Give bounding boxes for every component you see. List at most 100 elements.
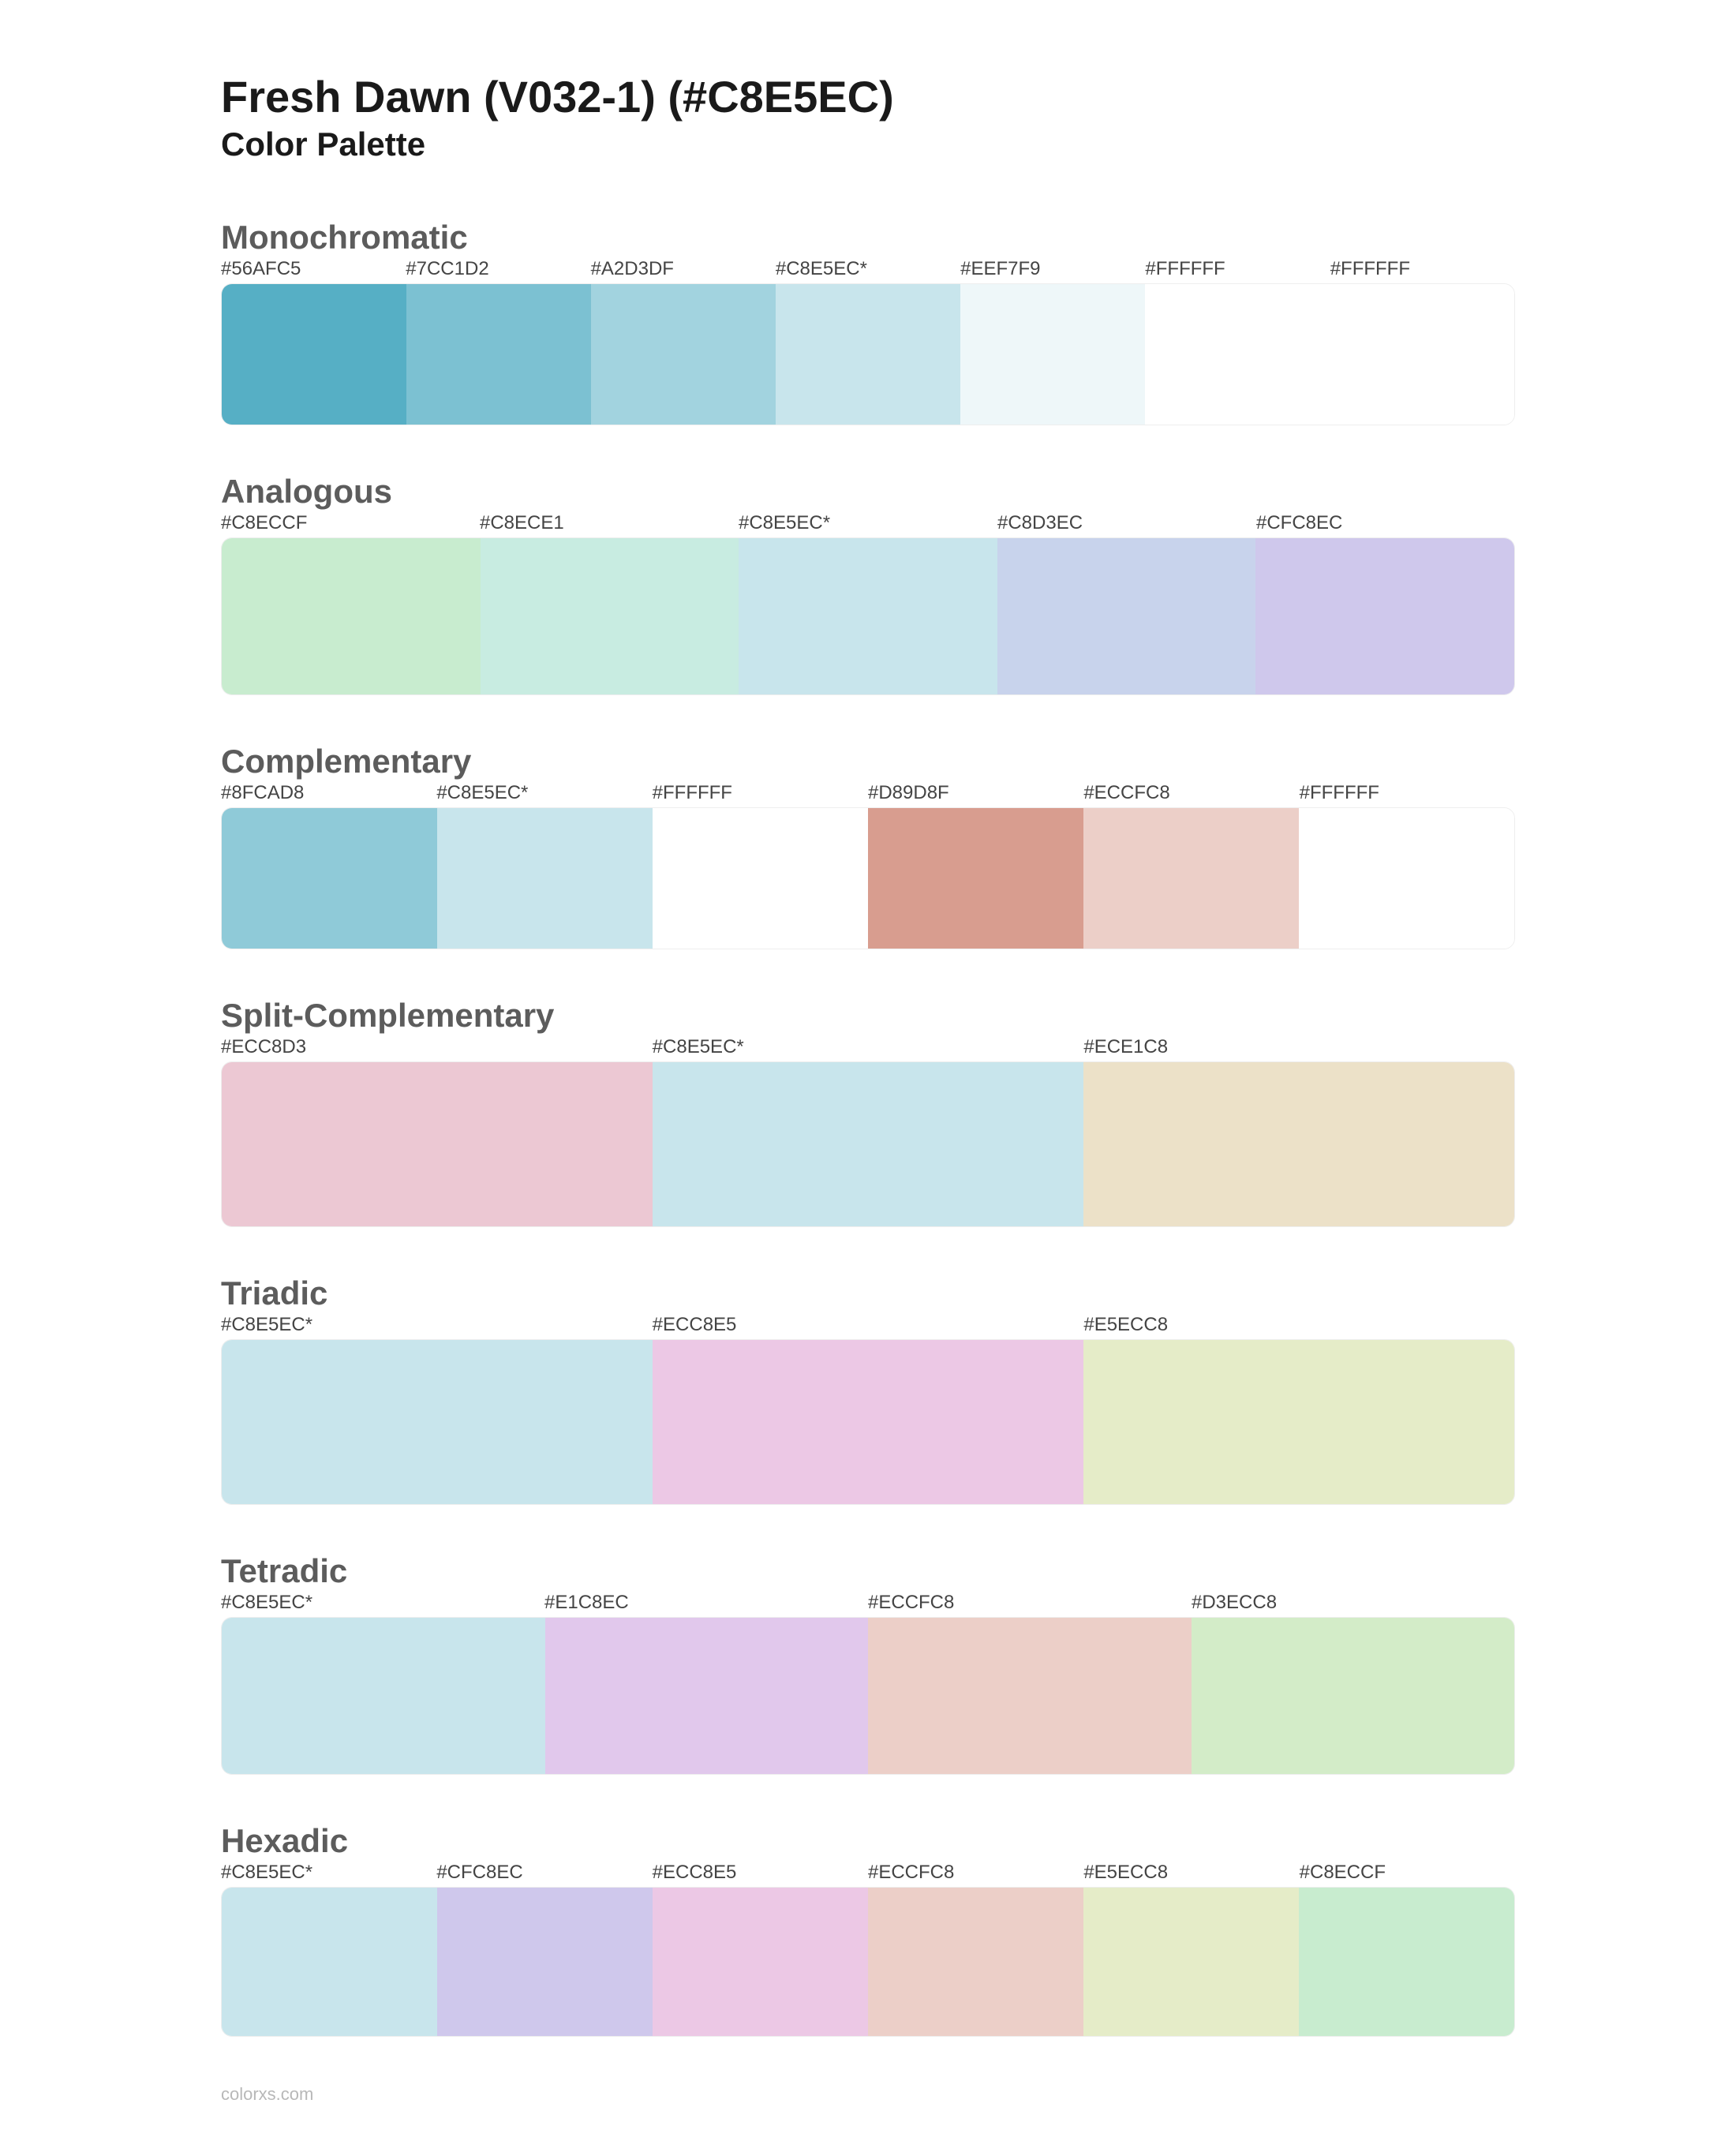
color-swatch: [437, 808, 653, 949]
section-title: Hexadic: [221, 1822, 1515, 1860]
swatch-row: [221, 1061, 1515, 1227]
swatch-label: #E1C8EC: [544, 1592, 868, 1614]
swatch-label: #C8ECCF: [1300, 1862, 1515, 1884]
color-swatch: [776, 284, 960, 425]
color-swatch: [222, 284, 406, 425]
color-swatch: [1299, 1888, 1514, 2036]
palette-section: Tetradic#C8E5EC*#E1C8EC#ECCFC8#D3ECC8: [221, 1552, 1515, 1775]
swatch-label: #E5ECC8: [1083, 1314, 1515, 1336]
color-swatch: [868, 808, 1083, 949]
swatch-label: #C8E5EC*: [739, 512, 997, 534]
swatch-row: [221, 1617, 1515, 1775]
labels-row: #8FCAD8#C8E5EC*#FFFFFF#D89D8F#ECCFC8#FFF…: [221, 782, 1515, 804]
color-swatch: [1083, 1888, 1299, 2036]
section-title: Analogous: [221, 473, 1515, 511]
color-swatch: [868, 1618, 1192, 1774]
color-swatch: [1083, 1340, 1514, 1504]
swatch-label: #CFC8EC: [436, 1862, 652, 1884]
color-swatch: [653, 1062, 1083, 1226]
section-title: Triadic: [221, 1274, 1515, 1312]
color-swatch: [437, 1888, 653, 2036]
color-swatch: [591, 284, 776, 425]
palette-section: Triadic#C8E5EC*#ECC8E5#E5ECC8: [221, 1274, 1515, 1505]
labels-row: #56AFC5#7CC1D2#A2D3DF#C8E5EC*#EEF7F9#FFF…: [221, 258, 1515, 280]
page-title: Fresh Dawn (V032-1) (#C8E5EC): [221, 71, 1515, 122]
swatch-label: #ECCFC8: [868, 1862, 1083, 1884]
color-swatch: [222, 1062, 653, 1226]
color-swatch: [481, 538, 739, 694]
swatch-row: [221, 1887, 1515, 2037]
color-swatch: [960, 284, 1145, 425]
section-title: Tetradic: [221, 1552, 1515, 1590]
color-swatch: [1083, 1062, 1514, 1226]
labels-row: #C8E5EC*#E1C8EC#ECCFC8#D3ECC8: [221, 1592, 1515, 1614]
color-swatch: [1255, 538, 1514, 694]
swatch-label: #E5ECC8: [1083, 1862, 1299, 1884]
swatch-label: #ECCFC8: [868, 1592, 1192, 1614]
page-root: Fresh Dawn (V032-1) (#C8E5EC) Color Pale…: [0, 0, 1736, 2152]
palette-section: Split-Complementary#ECC8D3#C8E5EC*#ECE1C…: [221, 997, 1515, 1227]
swatch-label: #C8E5EC*: [436, 782, 652, 804]
color-swatch: [545, 1618, 869, 1774]
swatch-label: #C8E5EC*: [221, 1314, 653, 1336]
swatch-label: #C8D3EC: [997, 512, 1256, 534]
swatch-label: #7CC1D2: [406, 258, 590, 280]
labels-row: #C8E5EC*#CFC8EC#ECC8E5#ECCFC8#E5ECC8#C8E…: [221, 1862, 1515, 1884]
swatch-row: [221, 283, 1515, 425]
color-swatch: [1083, 808, 1299, 949]
page-subtitle: Color Palette: [221, 125, 1515, 163]
swatch-label: #C8E5EC*: [221, 1592, 544, 1614]
color-swatch: [653, 1340, 1083, 1504]
swatch-label: #D89D8F: [868, 782, 1083, 804]
color-swatch: [222, 538, 481, 694]
swatch-label: #ECCFC8: [1083, 782, 1299, 804]
swatch-label: #EEF7F9: [960, 258, 1145, 280]
swatch-label: #56AFC5: [221, 258, 406, 280]
section-title: Complementary: [221, 743, 1515, 780]
palette-section: Monochromatic#56AFC5#7CC1D2#A2D3DF#C8E5E…: [221, 219, 1515, 425]
swatch-row: [221, 1339, 1515, 1505]
color-swatch: [1330, 284, 1514, 425]
swatch-label: #ECE1C8: [1083, 1036, 1515, 1058]
palette-section: Complementary#8FCAD8#C8E5EC*#FFFFFF#D89D…: [221, 743, 1515, 949]
sections-container: Monochromatic#56AFC5#7CC1D2#A2D3DF#C8E5E…: [221, 219, 1515, 2037]
swatch-label: #C8E5EC*: [221, 1862, 436, 1884]
labels-row: #ECC8D3#C8E5EC*#ECE1C8: [221, 1036, 1515, 1058]
color-swatch: [1192, 1618, 1515, 1774]
palette-section: Analogous#C8ECCF#C8ECE1#C8E5EC*#C8D3EC#C…: [221, 473, 1515, 695]
swatch-label: #FFFFFF: [1145, 258, 1330, 280]
swatch-label: #ECC8E5: [653, 1314, 1084, 1336]
color-swatch: [222, 1340, 653, 1504]
color-swatch: [653, 1888, 868, 2036]
swatch-label: #CFC8EC: [1256, 512, 1515, 534]
color-swatch: [222, 808, 437, 949]
footer-text: colorxs.com: [221, 2084, 1515, 2105]
swatch-row: [221, 537, 1515, 695]
swatch-label: #FFFFFF: [653, 782, 868, 804]
swatch-label: #C8ECCF: [221, 512, 480, 534]
color-swatch: [222, 1888, 437, 2036]
section-title: Monochromatic: [221, 219, 1515, 256]
swatch-label: #C8E5EC*: [776, 258, 960, 280]
swatch-label: #D3ECC8: [1192, 1592, 1515, 1614]
swatch-label: #A2D3DF: [591, 258, 776, 280]
swatch-label: #FFFFFF: [1300, 782, 1515, 804]
color-swatch: [739, 538, 997, 694]
swatch-label: #C8E5EC*: [653, 1036, 1084, 1058]
color-swatch: [868, 1888, 1083, 2036]
color-swatch: [997, 538, 1256, 694]
labels-row: #C8E5EC*#ECC8E5#E5ECC8: [221, 1314, 1515, 1336]
color-swatch: [222, 1618, 545, 1774]
swatch-row: [221, 807, 1515, 949]
swatch-label: #C8ECE1: [480, 512, 739, 534]
swatch-label: #ECC8D3: [221, 1036, 653, 1058]
palette-section: Hexadic#C8E5EC*#CFC8EC#ECC8E5#ECCFC8#E5E…: [221, 1822, 1515, 2037]
color-swatch: [653, 808, 868, 949]
color-swatch: [1145, 284, 1330, 425]
color-swatch: [1299, 808, 1514, 949]
section-title: Split-Complementary: [221, 997, 1515, 1035]
swatch-label: #ECC8E5: [653, 1862, 868, 1884]
labels-row: #C8ECCF#C8ECE1#C8E5EC*#C8D3EC#CFC8EC: [221, 512, 1515, 534]
color-swatch: [406, 284, 591, 425]
swatch-label: #8FCAD8: [221, 782, 436, 804]
